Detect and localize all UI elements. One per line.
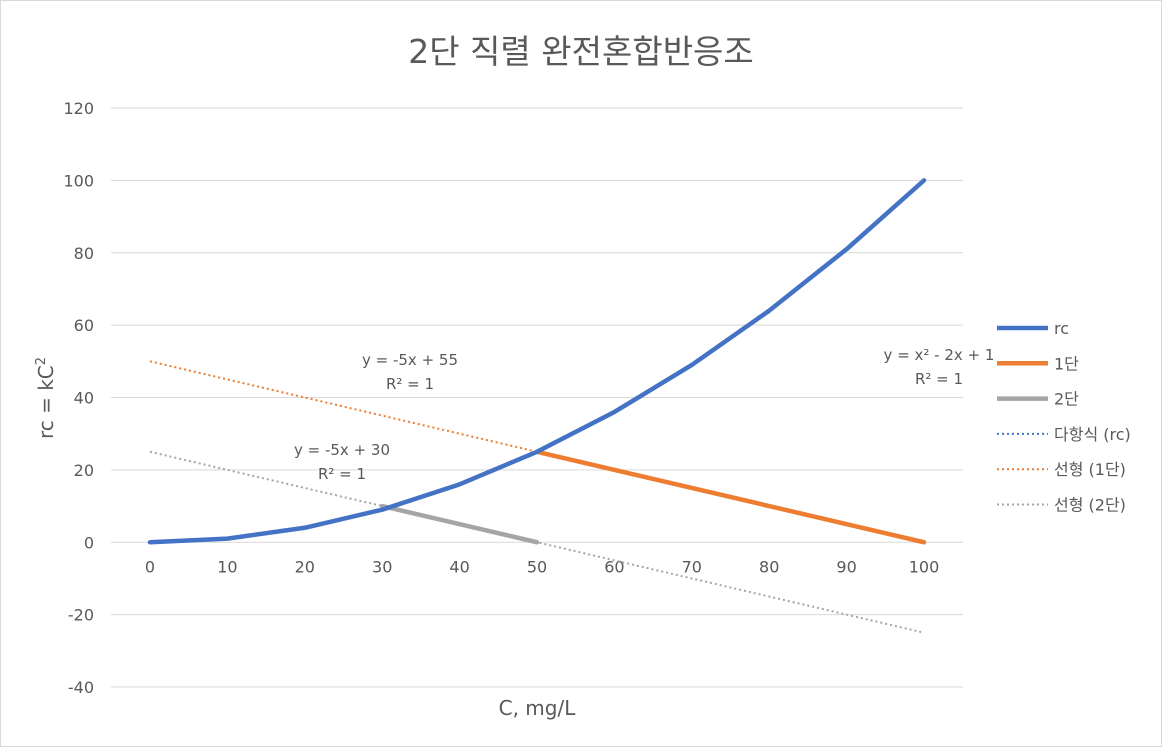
y-tick-label: 40 (74, 389, 94, 408)
x-axis-label: C, mg/L (499, 696, 577, 720)
x-tick-label: 70 (682, 557, 702, 576)
x-tick-label: 90 (836, 557, 856, 576)
y-axis-label-text: rc = kC (34, 365, 58, 439)
legend-label: rc (1054, 319, 1069, 338)
x-tick-label: 30 (372, 557, 392, 576)
x-tick-labels: 0 10 20 30 40 50 60 70 80 90 100 (145, 557, 939, 576)
y-tick-label: -40 (68, 678, 94, 697)
y-tick-label: 80 (74, 244, 94, 263)
chart-title: 2단 직렬 완전혼합반응조 (408, 32, 754, 71)
y-tick-label: -20 (68, 606, 94, 625)
trendline-r-squared: R² = 1 (386, 375, 434, 393)
trendline-r-squared: R² = 1 (915, 370, 963, 388)
series-line-0 (147, 178, 927, 545)
y-tick-labels: 120 100 80 60 40 20 0 -20 -40 (63, 99, 94, 697)
x-tick-label: 40 (449, 557, 469, 576)
x-tick-label: 0 (145, 557, 155, 576)
x-tick-label: 100 (909, 557, 940, 576)
y-axis-label-sup: 2 (34, 357, 49, 365)
legend-label: 선형 (1단) (1054, 460, 1126, 479)
x-tick-label: 10 (217, 557, 237, 576)
legend-label: 1단 (1054, 354, 1079, 373)
y-tick-label: 20 (74, 461, 94, 480)
trendline-r-squared: R² = 1 (318, 465, 366, 483)
trendline-equation: y = x² - 2x + 1 (884, 346, 995, 364)
trendline-equation: y = -5x + 55 (362, 351, 458, 369)
x-tick-label: 60 (604, 557, 624, 576)
series-line-2 (379, 503, 540, 545)
gridlines (111, 107, 963, 688)
trendline-equation: y = -5x + 30 (294, 441, 390, 459)
y-tick-label: 60 (74, 316, 94, 335)
legend-label: 선형 (2단) (1054, 496, 1126, 515)
series-line-3 (149, 179, 925, 544)
series-line-1 (534, 449, 927, 545)
y-tick-label: 0 (84, 533, 94, 552)
legend-label: 2단 (1054, 390, 1079, 409)
x-tick-label: 20 (295, 557, 315, 576)
y-axis-label: rc = kC2 (34, 357, 58, 439)
trendline-equations: y = -5x + 55 R² = 1 y = -5x + 30 R² = 1 y = … (294, 346, 994, 483)
series-lines (147, 178, 927, 634)
y-tick-label: 100 (63, 171, 94, 190)
x-tick-label: 50 (527, 557, 547, 576)
x-tick-label: 80 (759, 557, 779, 576)
legend-label: 다항식 (rc) (1054, 425, 1131, 444)
y-tick-label: 120 (63, 99, 94, 118)
